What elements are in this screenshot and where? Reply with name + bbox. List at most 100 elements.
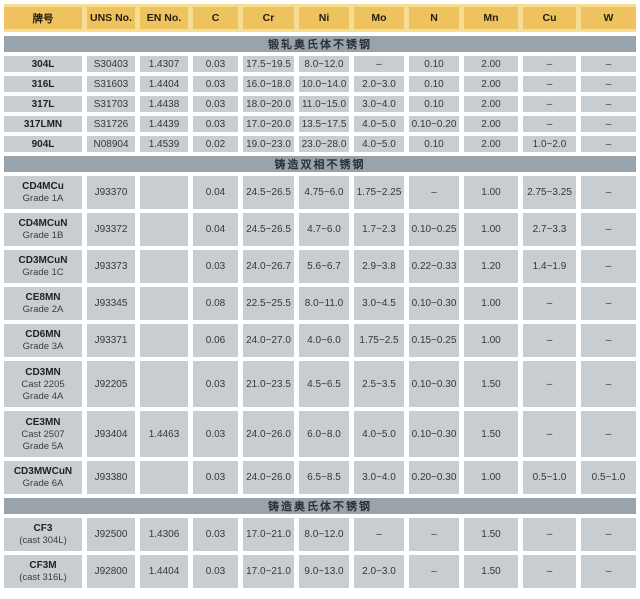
value-cell: 17.0~20.0 [243,116,294,132]
column-header-cu: Cu [523,7,576,29]
value-cell: 0.10~0.30 [409,287,459,320]
value-cell: J93404 [87,411,135,457]
section-title: 锻轧奥氏体不锈钢 [268,39,372,51]
value-cell: 0.10~0.30 [409,361,459,407]
value-cell: 0.10~0.25 [409,213,459,246]
value-cell: 1.00 [464,287,518,320]
value-cell: 3.0~4.0 [354,461,404,494]
value-cell: 19.0~23.0 [243,136,294,152]
grade-subname: (cast 304L) [19,535,67,546]
table-row: CF3 (cast 304L) J92500 1.4306 0.03 17.0~21.0… [4,518,636,551]
value-cell: – [523,361,576,407]
value-cell: 1.00 [464,324,518,357]
value-cell: – [581,287,636,320]
value-cell: S31703 [87,96,135,112]
value-cell: 0.03 [193,116,238,132]
grade-name: CE8MN [25,292,61,303]
value-cell: 1.50 [464,555,518,588]
table-row: 304L S30403 1.4307 0.03 17.5~19.5 8.0~12.0–0… [4,56,636,72]
grade-cell: CD3MWCuN Grade 6A [4,461,82,494]
value-cell: J93372 [87,213,135,246]
value-cell: – [581,411,636,457]
grade-name: 317L [31,98,55,110]
value-cell: 0.06 [193,324,238,357]
table-row: 317L S31703 1.4438 0.03 18.0~20.0 11.0~15.0 3… [4,96,636,112]
value-cell: 0.03 [193,56,238,72]
section-header: 锻轧奥氏体不锈钢 [4,36,636,52]
value-cell: 2.00 [464,136,518,152]
value-cell: 1.4463 [140,411,188,457]
value-cell: 0.10 [409,56,459,72]
value-cell: 0.03 [193,518,238,551]
value-cell [140,176,188,209]
value-cell: 2.5~3.5 [354,361,404,407]
value-cell: 3.0~4.5 [354,287,404,320]
value-cell: 8.0~12.0 [299,56,349,72]
value-cell: 1.4307 [140,56,188,72]
value-cell: 1.0~2.0 [523,136,576,152]
value-cell: 0.03 [193,411,238,457]
grade-subname: Grade 1B [22,230,64,241]
grade-cell: CF3M (cast 316L) [4,555,82,588]
column-header-uns: UNS No. [87,7,135,29]
value-cell: 1.00 [464,176,518,209]
value-cell: – [523,324,576,357]
value-cell: 3.0~4.0 [354,96,404,112]
table-header-row: 牌号 UNS No. EN No. C Cr Ni Mo N Mn Cu W [4,7,636,29]
value-cell: 0.10~0.30 [409,411,459,457]
value-cell: 4.5~6.5 [299,361,349,407]
value-cell [140,361,188,407]
value-cell: 0.03 [193,361,238,407]
grade-name: CD3MN [25,366,61,378]
value-cell: 2.00 [464,116,518,132]
table-row: CE3MN Cast 2507 Grade 5A J93404 1.4463 0.03 2… [4,411,636,457]
column-header-mo: Mo [354,7,404,29]
table-row: 317LMN S31726 1.4439 0.03 17.0~20.0 13.5~17.… [4,116,636,132]
value-cell: – [581,361,636,407]
section-title: 铸造奥氏体不锈钢 [268,501,372,513]
value-cell: – [581,213,636,246]
value-cell: – [581,176,636,209]
value-cell: J92800 [87,555,135,588]
column-header-grade: 牌号 [4,7,82,29]
value-cell: 1.4539 [140,136,188,152]
grade-subname: Grade 3A [22,341,64,352]
value-cell [140,287,188,320]
value-cell: – [581,76,636,92]
table-row: CD6MN Grade 3A J93371 0.06 24.0~27.0 4.0~6.0… [4,324,636,357]
grade-name: CD4MCu [22,181,64,192]
grade-subname: Grade 4A [22,390,64,402]
value-cell: 1.4306 [140,518,188,551]
column-header-w: W [581,7,636,29]
table-row: CD3MWCuN Grade 6A J93380 0.03 24.0~26.0 6.5~… [4,461,636,494]
value-cell [140,250,188,283]
grade-cell: 317L [4,96,82,112]
table-row: CF3M (cast 316L) J92800 1.4404 0.03 17.0~21.… [4,555,636,588]
table-header-band: 牌号 UNS No. EN No. C Cr Ni Mo N Mn Cu W [4,4,636,32]
value-cell: J92205 [87,361,135,407]
grade-name: CF3M [29,560,57,571]
value-cell: 2.00 [464,96,518,112]
value-cell: – [409,555,459,588]
section-title: 铸造双相不锈钢 [274,159,366,171]
value-cell: – [581,324,636,357]
value-cell: J93373 [87,250,135,283]
value-cell: 1.4438 [140,96,188,112]
value-cell: 1.50 [464,361,518,407]
value-cell: 0.10~0.20 [409,116,459,132]
value-cell: 0.08 [193,287,238,320]
column-header-n: N [409,7,459,29]
value-cell: 2.7~3.3 [523,213,576,246]
grade-subname: Grade 1A [22,193,64,204]
grade-cell: CD4MCuN Grade 1B [4,213,82,246]
value-cell: 2.00 [464,56,518,72]
grade-cell: CD3MCuN Grade 1C [4,250,82,283]
value-cell: 4.0~5.0 [354,411,404,457]
value-cell: – [409,518,459,551]
value-cell: N08904 [87,136,135,152]
value-cell: 2.0~3.0 [354,555,404,588]
value-cell: 1.7~2.3 [354,213,404,246]
value-cell: 4.0~5.0 [354,136,404,152]
grade-name: 904L [31,138,55,150]
grade-cell: CE8MN Grade 2A [4,287,82,320]
